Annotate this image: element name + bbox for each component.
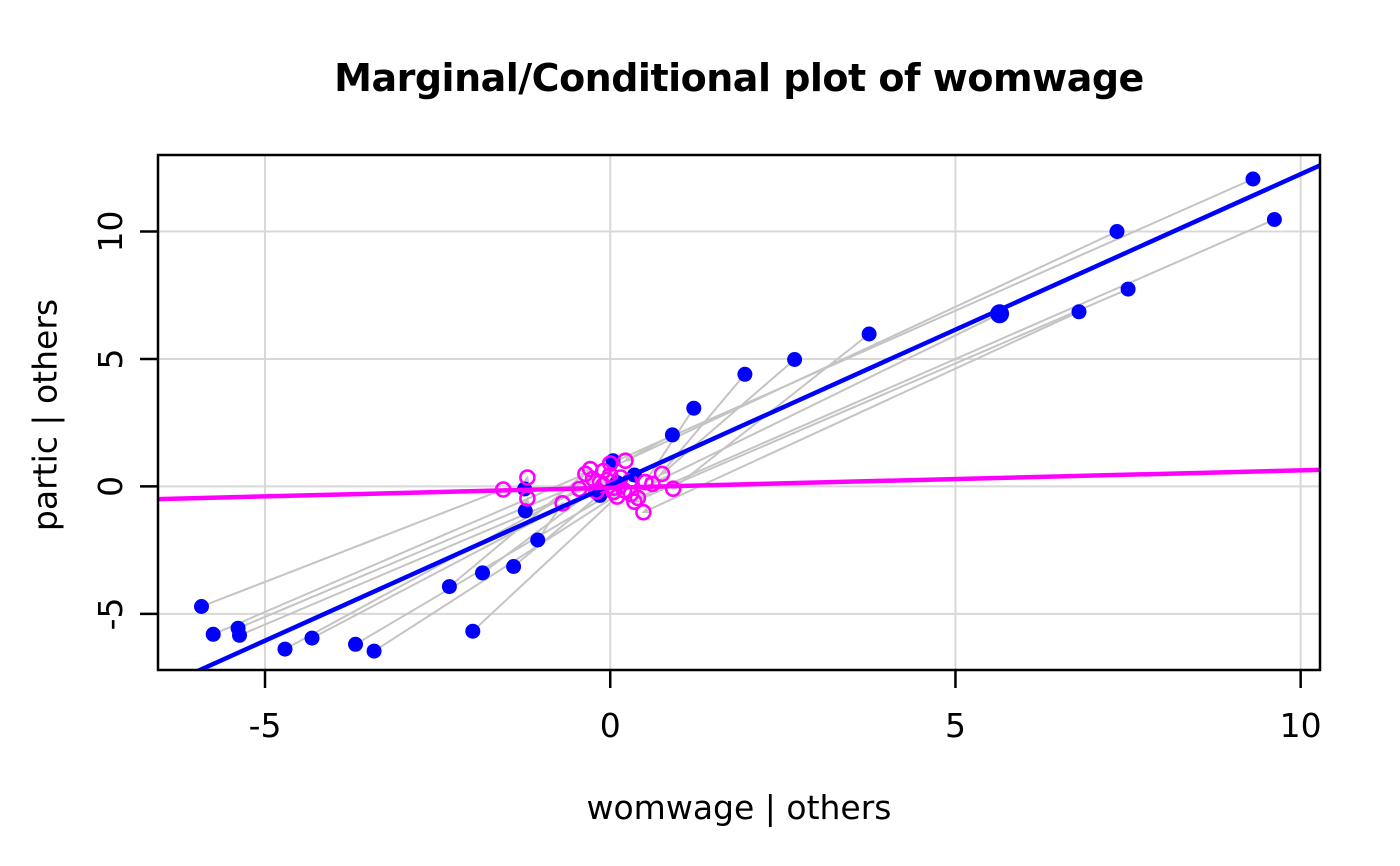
conditional-point — [637, 473, 654, 491]
conditional-point — [664, 480, 682, 498]
y-axis-ticks: -5 0 5 10 — [91, 210, 158, 630]
conditional-point — [588, 483, 605, 500]
marginal-point — [1109, 224, 1125, 239]
marginal-point — [737, 366, 753, 382]
marginal-point — [506, 559, 522, 574]
marginal-to-conditional-arrow — [636, 218, 1275, 499]
conditional-fit-line — [158, 467, 1320, 502]
y-tick-label: 0 — [91, 476, 130, 497]
marginal-to-conditional-arrow — [601, 230, 1118, 473]
conditional-point — [601, 455, 619, 472]
marginal-point — [1120, 281, 1136, 297]
marginal-point — [232, 627, 247, 643]
marginal-point — [686, 400, 702, 416]
marginal-point — [348, 636, 363, 652]
marginal-point — [664, 427, 680, 443]
conditional-point — [644, 475, 661, 493]
marginal-point — [441, 579, 457, 595]
marginal-to-conditional-arrow — [629, 312, 1001, 495]
plot-box — [156, 153, 1322, 672]
marginal-to-conditional-arrow — [644, 407, 695, 484]
conditional-point — [653, 465, 671, 483]
marginal-point — [277, 641, 293, 657]
marginal-to-conditional-arrow — [651, 373, 746, 486]
marginal-to-conditional-arrow — [237, 477, 595, 630]
y-tick-label: -5 — [91, 597, 130, 630]
marginal-point — [366, 643, 382, 659]
marginal-to-conditional-arrow — [239, 481, 602, 637]
marginal-to-conditional-arrow — [632, 288, 1129, 503]
conditional-point — [626, 493, 643, 511]
y-tick-label: 5 — [91, 348, 130, 369]
marginal-to-conditional-arrow — [472, 495, 619, 632]
x-tick-label: -5 — [249, 706, 282, 745]
marginal-point — [530, 532, 546, 548]
marginal-to-conditional-arrow — [284, 488, 581, 650]
conditional-point — [519, 469, 536, 486]
conditional-point — [635, 503, 652, 521]
x-tick-label: 5 — [945, 706, 966, 745]
x-axis-ticks: -5 0 5 10 — [249, 670, 1322, 745]
grid-layer — [158, 155, 1320, 670]
conditional-point — [629, 489, 647, 507]
marginal-point — [787, 352, 803, 367]
arrows-layer — [201, 178, 1275, 652]
marginal-point — [1266, 212, 1282, 227]
marginal-to-conditional-arrow — [373, 489, 626, 652]
marginal-fit-line — [194, 163, 1320, 670]
marginal-point — [465, 623, 481, 639]
marginal-point — [1071, 304, 1087, 320]
marginal-point — [205, 626, 221, 642]
marginal-to-conditional-arrow — [201, 488, 506, 608]
conditional-point — [617, 452, 634, 470]
marginal-point — [517, 503, 533, 519]
y-tick-label: 10 — [91, 210, 130, 252]
marginal-to-conditional-arrow — [641, 310, 1080, 514]
plot-title: Marginal/Conditional plot of womwage — [334, 56, 1144, 100]
marginal-point — [194, 599, 209, 614]
marginal-point — [475, 565, 490, 581]
x-tick-label: 0 — [600, 706, 621, 745]
marginal-point — [304, 630, 320, 646]
marginal-to-conditional-arrow — [608, 178, 1254, 465]
marginal-point — [861, 326, 877, 342]
x-axis-label: womwage | others — [586, 788, 892, 827]
marginal-point — [1245, 171, 1261, 187]
marginal-to-conditional-arrow — [660, 358, 796, 476]
x-tick-label: 10 — [1280, 706, 1322, 745]
